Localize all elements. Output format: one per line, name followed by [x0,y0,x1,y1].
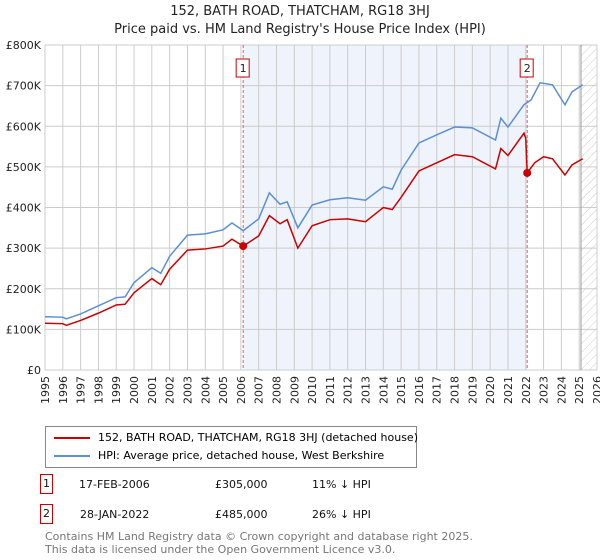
legend-swatch-hpi [54,454,90,457]
x-tick-label: 2013 [360,376,373,404]
transaction-badge: 2 [40,504,53,524]
chart-title: 152, BATH ROAD, THATCHAM, RG18 3HJ [170,4,430,19]
footer-copyright: Contains HM Land Registry data © Crown c… [45,530,473,543]
y-tick-label: £800K [6,39,42,52]
x-tick-label: 2011 [324,376,337,404]
transaction-price: £305,000 [215,478,268,491]
x-tick-label: 2017 [431,376,444,404]
x-tick-label: 1999 [110,376,123,404]
y-tick-label: £100K [6,323,42,336]
y-tick-label: £300K [6,242,42,255]
x-tick-label: 2004 [199,376,212,404]
transaction-hpi-diff: 11% ↓ HPI [312,478,371,491]
sale-marker-label: 2 [524,62,531,75]
sale-point [523,168,532,177]
legend: 152, BATH ROAD, THATCHAM, RG18 3HJ (deta… [45,426,418,468]
y-tick-label: £0 [27,364,41,377]
x-tick-label: 2019 [466,376,479,404]
x-tick-label: 2016 [413,376,426,404]
footer-licence: This data is licensed under the Open Gov… [45,543,396,556]
plot-area: 1995 1996 1997 1998 1999 2000 2001 2002 2003 2004… [6,39,600,404]
x-tick-label: 2022 [520,376,533,404]
y-tick-label: £200K [6,283,42,296]
x-tick-label: 2000 [128,376,141,404]
hpi-line [44,81,584,320]
y-tick-label: £600K [6,120,42,133]
x-tick-label: 2012 [342,376,355,404]
x-tick-label: 2021 [502,376,515,404]
x-tick-label: 2024 [555,376,568,404]
sale-marker-badge [519,58,534,78]
x-tick-label: 2002 [164,376,177,404]
x-tick-label: 2007 [253,376,266,404]
x-tick-label: 2020 [484,376,497,404]
transaction-row: 2 28-JAN-2022 £485,000 26% ↓ HPI [40,504,445,524]
x-tick-label: 2026 [591,376,600,404]
y-tick-label: £700K [6,80,42,93]
x-tick-label: 2003 [181,376,194,404]
transaction-hpi-diff: 26% ↓ HPI [312,508,371,521]
sale-point [239,242,248,251]
x-tick-label: 1998 [92,376,105,404]
transaction-date: 17-FEB-2006 [79,478,150,491]
x-tick-label: 1997 [75,376,88,404]
legend-label-hpi: HPI: Average price, detached house, West… [98,449,385,462]
property-price-line [44,131,584,327]
y-tick-label: £500K [6,161,42,174]
x-tick-label: 2001 [146,376,159,404]
sale-marker-label: 1 [240,62,247,75]
x-tick-label: 2015 [395,376,408,404]
x-tick-label: 2025 [573,376,586,404]
x-tick-label: 2006 [235,376,248,404]
transaction-date: 28-JAN-2022 [80,508,150,521]
chart-subtitle: Price paid vs. HM Land Registry's House … [114,22,486,37]
x-tick-label: 2014 [377,376,390,404]
y-tick-label: £400K [6,202,42,215]
transaction-badge: 1 [40,474,53,494]
x-tick-label: 2005 [217,376,230,404]
x-tick-label: 2009 [288,376,301,404]
sale-marker-badge [235,58,250,78]
legend-label-property: 152, BATH ROAD, THATCHAM, RG18 3HJ (deta… [98,431,418,444]
transaction-price: £485,000 [215,508,268,521]
transaction-row: 1 17-FEB-2006 £305,000 11% ↓ HPI [40,474,445,494]
x-tick-label: 2008 [270,376,283,404]
legend-swatch-property [54,436,90,439]
x-tick-label: 2023 [538,376,551,404]
x-tick-label: 1995 [39,376,52,404]
x-tick-label: 1996 [57,376,70,404]
x-tick-label: 2010 [306,376,319,404]
x-tick-label: 2018 [449,376,462,404]
